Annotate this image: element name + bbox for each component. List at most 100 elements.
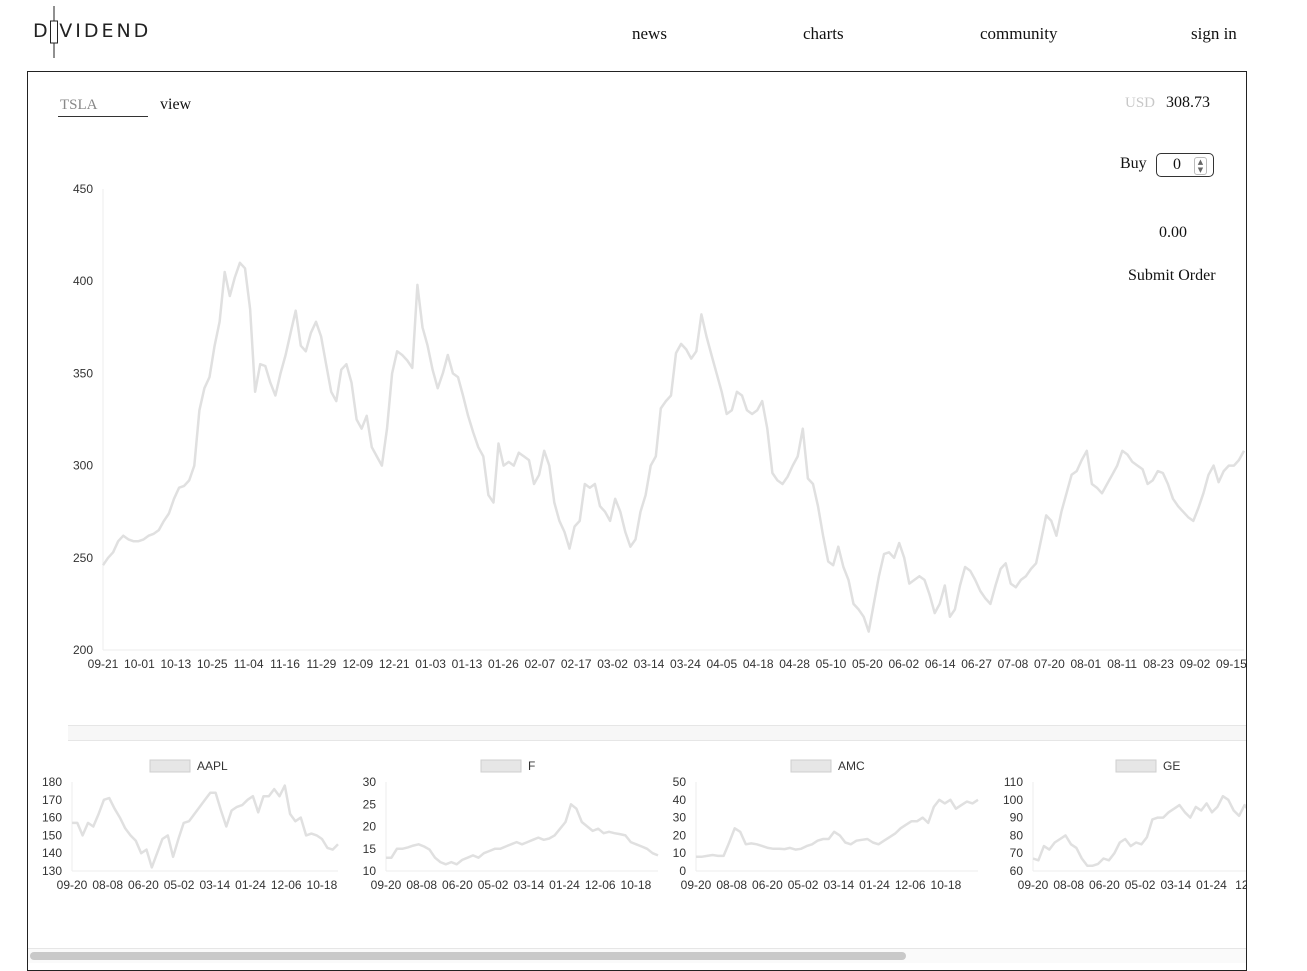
x-tick-label: 10-18 (621, 878, 652, 892)
x-tick-label: 09-15 (1216, 657, 1247, 671)
x-tick-label: 12-06 (585, 878, 616, 892)
y-tick-label: 110 (1004, 775, 1023, 789)
y-tick-label: 30 (363, 775, 377, 789)
x-tick-label: 08-08 (1053, 878, 1084, 892)
x-tick-label: 01-24 (859, 878, 890, 892)
stepper-arrows-icon[interactable]: ▲ ▼ (1194, 157, 1207, 175)
y-tick-label: 150 (42, 828, 62, 842)
nav-sign-in[interactable]: sign in (1191, 24, 1237, 43)
order-total: 0.00 (1159, 224, 1187, 241)
candlestick-icon (50, 6, 58, 58)
quantity-stepper[interactable]: 0 ▲ ▼ (1156, 153, 1214, 177)
y-tick-label: 200 (73, 643, 93, 657)
legend-swatch (790, 759, 832, 773)
x-tick-label: 09-20 (1018, 878, 1049, 892)
y-tick-label: 170 (42, 793, 62, 807)
y-tick-label: 25 (363, 797, 377, 811)
view-button[interactable]: view (160, 96, 192, 113)
y-tick-label: 20 (363, 820, 377, 834)
y-tick-label: 40 (673, 793, 687, 807)
x-tick-label: 09-20 (371, 878, 402, 892)
x-tick-label: 05-02 (164, 878, 195, 892)
x-tick-label: 01-24 (235, 878, 266, 892)
y-tick-label: 15 (363, 842, 377, 856)
y-tick-label: 180 (42, 775, 62, 789)
x-tick-label: 05-02 (788, 878, 819, 892)
y-tick-label: 90 (1010, 811, 1024, 825)
x-tick-label: 05-02 (1125, 878, 1156, 892)
y-tick-label: 450 (73, 182, 93, 196)
mini-chart-amc: 0 10 20 30 40 50 09-20 08-08 06-20 05-02 03-14 01-2… (673, 759, 979, 892)
y-tick-label: 160 (42, 811, 62, 825)
scrollbar-thumb[interactable] (30, 952, 906, 960)
y-tick-label: 10 (363, 864, 377, 878)
x-tick-label: 11-16 (270, 657, 300, 671)
nav-news[interactable]: news (632, 24, 667, 43)
x-tick-label: 08-23 (1143, 657, 1174, 671)
x-tick-label: 03-14 (513, 878, 544, 892)
x-tick-label: 12-0 (1235, 878, 1247, 892)
x-tick-label: 04-05 (706, 657, 737, 671)
y-tick-label: 10 (673, 846, 687, 860)
main-price-chart: 200 250 300 350 400 450 09-21 10-01 10-13 10-25 11… (73, 182, 1247, 671)
quantity-value: 0 (1173, 156, 1181, 173)
series-line (101, 261, 1246, 633)
x-tick-label: 01-24 (549, 878, 580, 892)
x-tick-label: 08-08 (716, 878, 747, 892)
y-tick-label: 350 (73, 366, 93, 380)
x-tick-label: 06-20 (442, 878, 473, 892)
legend-swatch (1115, 759, 1157, 773)
x-tick-label: 10-13 (160, 657, 191, 671)
x-tick-label: 01-13 (452, 657, 483, 671)
x-tick-label: 12-06 (895, 878, 926, 892)
x-tick-label: 04-28 (779, 657, 810, 671)
x-tick-label: 02-07 (524, 657, 555, 671)
x-tick-label: 03-02 (597, 657, 628, 671)
ticker-input[interactable] (58, 94, 148, 117)
x-tick-label: 08-08 (92, 878, 123, 892)
y-tick-label: 130 (42, 864, 62, 878)
x-tick-label: 08-11 (1107, 657, 1137, 671)
x-tick-label: 09-02 (1180, 657, 1211, 671)
y-tick-label: 0 (679, 864, 686, 878)
x-tick-label: 10-25 (197, 657, 228, 671)
x-tick-label: 02-17 (561, 657, 592, 671)
x-tick-label: 01-24 (1196, 878, 1227, 892)
x-tick-label: 06-20 (752, 878, 783, 892)
x-tick-label: 01-03 (415, 657, 446, 671)
nav-community[interactable]: community (980, 24, 1058, 43)
x-tick-label: 08-08 (406, 878, 437, 892)
x-tick-label: 09-21 (88, 657, 119, 671)
x-tick-label: 12-06 (271, 878, 302, 892)
x-tick-label: 10-18 (307, 878, 338, 892)
currency-label: USD (1125, 95, 1156, 111)
y-tick-label: 50 (673, 775, 687, 789)
x-tick-label: 06-27 (961, 657, 992, 671)
nav-charts[interactable]: charts (803, 24, 844, 43)
x-tick-label: 03-14 (199, 878, 230, 892)
x-tick-label: 05-10 (816, 657, 847, 671)
x-tick-label: 06-14 (925, 657, 956, 671)
y-tick-label: 80 (1010, 828, 1024, 842)
y-tick-label: 30 (673, 811, 687, 825)
legend-swatch (149, 759, 191, 773)
series-line (386, 803, 659, 866)
y-tick-label: 140 (42, 846, 62, 860)
y-tick-label: 400 (73, 274, 93, 288)
x-tick-label: 06-20 (128, 878, 159, 892)
x-tick-label: 03-14 (823, 878, 854, 892)
x-tick-label: 06-20 (1089, 878, 1120, 892)
legend-label: F (528, 759, 535, 773)
series-line (72, 784, 339, 869)
submit-order-button[interactable]: Submit Order (1128, 267, 1216, 284)
x-tick-label: 05-02 (478, 878, 509, 892)
mini-chart-f: 10 15 20 25 30 09-20 08-08 06-20 05-02 03-14 01-24… (363, 759, 659, 892)
x-tick-label: 04-18 (743, 657, 774, 671)
x-tick-label: 03-14 (634, 657, 665, 671)
logo-text: DIVIDEND (33, 20, 152, 42)
y-tick-label: 20 (673, 828, 687, 842)
x-tick-label: 12-21 (379, 657, 410, 671)
x-tick-label: 10-18 (931, 878, 962, 892)
x-tick-label: 06-02 (888, 657, 919, 671)
legend-swatch (480, 759, 522, 773)
